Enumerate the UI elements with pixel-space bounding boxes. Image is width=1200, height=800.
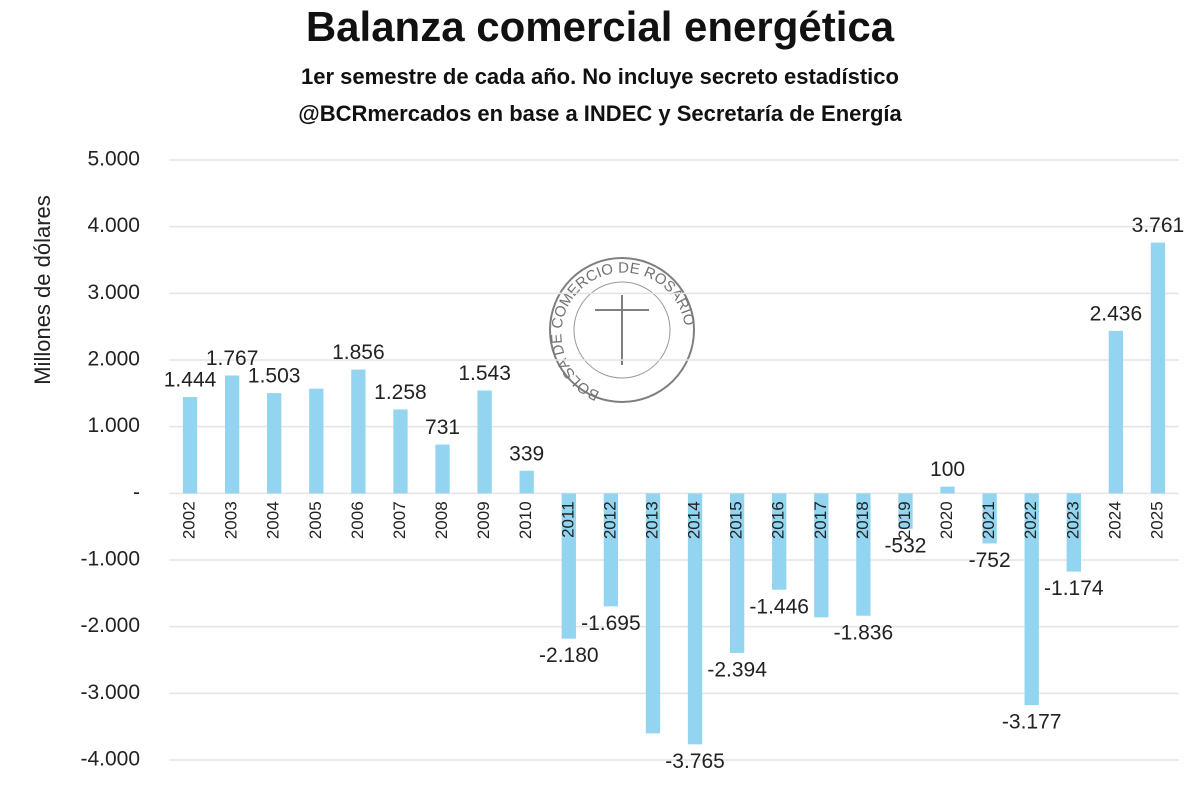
bar — [729, 493, 745, 653]
x-tick-label: 2003 — [222, 501, 241, 539]
x-tick-label: 2024 — [1105, 501, 1124, 539]
data-label: 3.761 — [1132, 214, 1185, 237]
data-label: -1.174 — [1044, 577, 1104, 600]
watermark: BOLSA DE COMERCIO DE ROSARIO — [548, 257, 698, 404]
data-label: 731 — [425, 416, 460, 439]
bar — [182, 397, 198, 494]
data-label: -2.394 — [707, 658, 767, 681]
data-label: -1.695 — [581, 612, 641, 635]
data-label: -3.177 — [1002, 711, 1062, 734]
bar — [1024, 493, 1039, 706]
x-tick-label: 2022 — [1021, 501, 1040, 539]
data-label: -1.836 — [834, 621, 894, 644]
x-tick-label: 2020 — [937, 501, 956, 539]
data-label: 1.856 — [332, 341, 385, 364]
bar — [1108, 330, 1124, 494]
x-tick-label: 2002 — [180, 501, 199, 539]
bar — [561, 493, 576, 639]
bar — [224, 375, 240, 494]
x-tick-label: 2004 — [264, 501, 283, 539]
data-label: 1.767 — [206, 347, 259, 370]
x-tick-label: 2015 — [727, 501, 746, 539]
watermark-ring — [573, 281, 671, 379]
bar — [1150, 242, 1166, 494]
bar — [982, 493, 997, 544]
data-label: -2.180 — [539, 644, 599, 667]
data-label: -1.446 — [749, 595, 809, 618]
bar — [772, 493, 787, 590]
bar — [267, 393, 282, 494]
y-tick-label: 5.000 — [87, 148, 140, 171]
bar — [687, 493, 703, 745]
chart-subtitle: @BCRmercados en base a INDEC y Secretarí… — [298, 101, 902, 126]
data-label: -3.765 — [665, 750, 725, 773]
data-label: 2.436 — [1090, 302, 1143, 325]
bar — [856, 493, 871, 616]
x-tick-label: 2014 — [685, 501, 704, 539]
x-tick-label: 2018 — [853, 501, 872, 539]
bar — [435, 444, 450, 494]
bar — [309, 388, 324, 494]
x-tick-label: 2006 — [348, 501, 367, 539]
chart-subtitle: 1er semestre de cada año. No incluye sec… — [301, 64, 899, 89]
x-tick-label: 2010 — [516, 501, 535, 539]
watermark-text: BOLSA DE COMERCIO DE ROSARIO — [548, 260, 698, 404]
data-label: 1.503 — [248, 365, 301, 388]
y-tick-label: -3.000 — [80, 681, 140, 704]
data-label: -532 — [884, 534, 926, 557]
data-label: 1.258 — [374, 381, 427, 404]
watermark-ring — [549, 257, 695, 403]
x-tick-label: 2007 — [390, 501, 409, 539]
x-tick-label: 2009 — [474, 501, 493, 539]
x-tick-label: 2013 — [642, 501, 661, 539]
bar — [814, 493, 829, 618]
bar — [351, 369, 366, 494]
y-tick-label: 4.000 — [87, 214, 140, 237]
y-tick-label: 2.000 — [87, 348, 140, 371]
x-tick-label: 2008 — [432, 501, 451, 539]
x-tick-label: 2017 — [811, 501, 830, 539]
bar — [603, 493, 619, 607]
bar — [477, 390, 492, 494]
x-tick-label: 2025 — [1147, 501, 1166, 539]
y-axis-label: Millones de dólares — [30, 195, 55, 385]
x-tick-label: 2005 — [306, 501, 325, 539]
bar — [519, 470, 534, 494]
bar — [898, 493, 913, 529]
watermark-text: BOLSA DE COMERCIO DE ROSARIO — [548, 260, 698, 404]
y-tick-label: 3.000 — [87, 281, 140, 304]
data-label: 339 — [509, 442, 544, 465]
x-tick-label: 2019 — [895, 501, 914, 539]
x-tick-label: 2012 — [600, 501, 619, 539]
bar — [940, 486, 955, 494]
x-tick-label: 2016 — [769, 501, 788, 539]
bar — [1066, 493, 1081, 572]
y-tick-label: 1.000 — [87, 414, 140, 437]
bar — [393, 409, 408, 494]
x-tick-label: 2023 — [1063, 501, 1082, 539]
x-tick-label: 2011 — [558, 501, 577, 538]
data-label: 1.444 — [164, 369, 217, 392]
y-tick-label: -1.000 — [80, 548, 140, 571]
bar — [645, 493, 661, 734]
y-tick-label: -4.000 — [80, 748, 140, 771]
data-label: 1.543 — [458, 362, 511, 385]
y-tick-label: -2.000 — [80, 614, 140, 637]
x-tick-label: 2021 — [979, 501, 998, 539]
chart-title: Balanza comercial energética — [306, 3, 895, 50]
data-label: 100 — [930, 458, 965, 481]
data-label: -752 — [969, 549, 1011, 572]
y-tick-label: - — [133, 481, 140, 504]
